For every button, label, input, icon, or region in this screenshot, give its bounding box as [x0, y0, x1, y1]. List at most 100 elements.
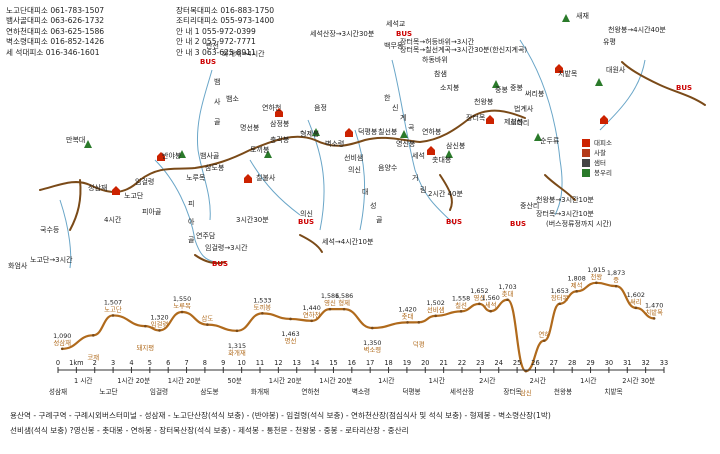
peak-icon: [445, 150, 453, 158]
peak-icon: [534, 133, 542, 141]
segment-time: 1시간: [580, 376, 596, 385]
elevation-value: 1,533: [253, 296, 271, 304]
label-baemso: 뱀소: [226, 94, 239, 103]
segment-place: 치밭목: [604, 387, 622, 396]
label-segyeokgyo: 세석교: [386, 19, 406, 28]
axis-tick-label: 24: [495, 359, 503, 367]
contact-row: 뱀사골대피소 063-626-1732 조티리대피소 055-973-1400: [6, 16, 275, 26]
segment-time: 2시간 30분: [622, 376, 655, 385]
shelter-icon: [486, 115, 494, 124]
segment-place: 세석산장: [450, 387, 474, 396]
axis-tick-label: 2: [93, 359, 97, 367]
elevation-point: [289, 317, 292, 321]
peak-name: 촛대: [502, 289, 514, 298]
label-daewonsa: 대원사: [606, 65, 626, 74]
label-bus-note: (버스정류정까지 시간): [546, 219, 612, 228]
label-banseon: 반선: [206, 41, 219, 50]
valley-char: 계: [400, 113, 406, 122]
peak-swatch-icon: [582, 169, 590, 177]
label-hyeongjebong: 형제봉: [300, 130, 320, 138]
axis-tick-label: 9: [221, 359, 225, 367]
elevation-value: 1,502: [427, 299, 445, 307]
elevation-point: [328, 307, 332, 311]
segment-time: 1시간 20분: [117, 376, 150, 385]
elevation-point: [558, 302, 562, 306]
elevation-point: [506, 298, 509, 302]
valley-char: 사: [214, 97, 221, 106]
stream: [354, 129, 366, 231]
elevation-point: [417, 321, 421, 324]
elevation-point: [478, 302, 481, 306]
peak-icon: [84, 140, 92, 148]
elevation-point: [235, 329, 239, 333]
elevation-profile: 1,090성삼재코재1,507노고단돼지평1,320임걸령1,550노루목삼도1…: [49, 266, 668, 397]
elevation-value: 1,602: [627, 291, 645, 299]
elevation-point: [60, 347, 64, 351]
shelter-icon: [345, 128, 353, 137]
axis-tick-label: 18: [384, 359, 392, 367]
spring-swatch-icon: [582, 159, 590, 167]
label-imgeollyeong: 임걸령: [135, 178, 154, 186]
peak-name: 화개재: [228, 348, 246, 357]
label-baemsagol: 뱀사골: [200, 151, 220, 160]
valley-char: 골: [376, 216, 383, 224]
elevation-value: 1,090: [53, 332, 71, 340]
peak-name: 천왕: [590, 272, 602, 281]
stream: [391, 59, 456, 226]
elevation-value: 1,653: [551, 287, 569, 295]
valley-char: 대: [362, 188, 368, 196]
elevation-value: 1,703: [498, 283, 516, 291]
label-jungsanri: 중산리: [520, 201, 539, 210]
stream: [59, 199, 72, 269]
legend-item: 샘터: [582, 158, 644, 168]
label-sojibong: 소지봉: [440, 83, 460, 92]
segment-place: 장터목: [503, 387, 521, 396]
route-description: 용산역 - 구례구역 - 구례시외버스터미널 - 성삼재 - 노고단산장(석식 …: [10, 408, 710, 438]
elevation-value: 1,470: [645, 301, 663, 309]
elevation-value: 1,915: [587, 266, 605, 274]
shelter-icon: [112, 186, 120, 195]
peak-name: 세석: [485, 300, 497, 309]
elevation-value: 1,586: [335, 292, 353, 300]
label-nogodan-time: 노고단→3시간: [30, 255, 73, 264]
peak-name: 삼신: [520, 388, 532, 397]
shelter-icon: [244, 174, 252, 183]
elevation-value: 1,350: [363, 339, 381, 347]
label-jangteomok-time: 장터목→3시간10분: [536, 209, 594, 218]
peak-name: 제석: [571, 280, 583, 289]
label-manbokdae: 만복대: [66, 135, 85, 144]
elevation-point: [489, 309, 492, 313]
contact-row: 벽소령대피소 016-852-1426 안 내 2 055-972-7771: [6, 37, 256, 47]
valley-char: 뱀: [214, 77, 220, 86]
stream: [249, 159, 301, 216]
shelter-markers: [112, 64, 608, 195]
peak-name: 삼도: [202, 314, 214, 323]
stream: [154, 159, 216, 263]
label-guksudeung: 국수등: [40, 226, 60, 234]
peak-icon: [178, 150, 186, 158]
axis-tick-label: 4: [129, 359, 133, 367]
legend-item: 대피소: [582, 138, 644, 148]
label-jungbong-2: 중봉: [495, 86, 508, 94]
axis-tick-label: 8: [203, 359, 207, 367]
bus-label: BUS: [676, 84, 692, 92]
segment-place: 삼도봉: [200, 387, 218, 396]
axis-tick-label: 28: [568, 359, 576, 367]
segment-time: 1 시간: [74, 376, 92, 385]
elevation-value: 1,320: [150, 313, 168, 321]
segment-place: 벽소령: [352, 387, 370, 396]
peak-name: 토끼봉: [254, 302, 272, 311]
peak-name: 돼지평: [137, 343, 155, 352]
route-line-2: 선비샘(석식 보충) ?영신봉 - 촛대봉 - 연하봉 - 장터목산장(석식 보…: [10, 426, 409, 435]
peak-name: 코재: [87, 353, 99, 361]
peak-name: 장터목: [551, 293, 569, 302]
label-cheonwang-time: 천왕봉→4시간40분: [608, 25, 666, 34]
peak-markers: [84, 14, 603, 158]
elevation-point: [434, 314, 437, 318]
valley-char: 피: [188, 199, 194, 208]
segment-place: 연하천: [301, 387, 319, 396]
peak-name: 노고단: [104, 304, 122, 313]
elevation-point: [634, 306, 638, 310]
label-seongsamjae: 성삼재: [88, 183, 107, 192]
